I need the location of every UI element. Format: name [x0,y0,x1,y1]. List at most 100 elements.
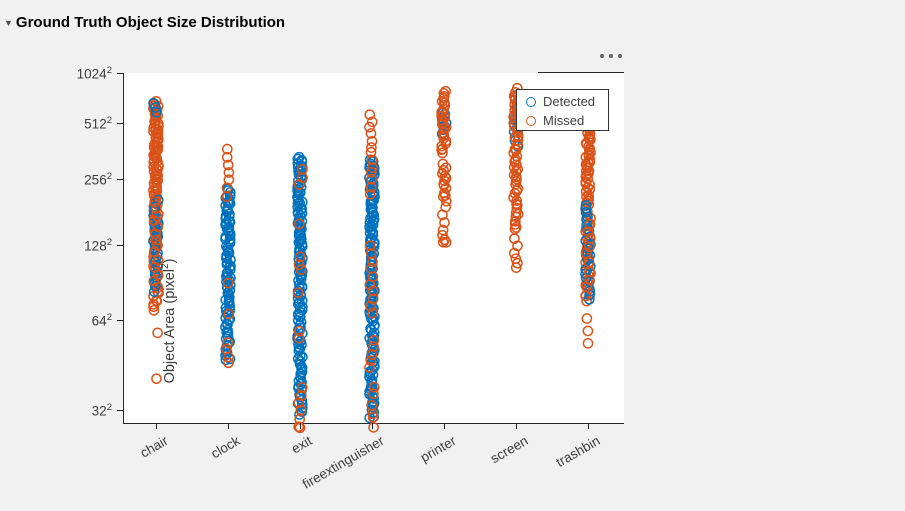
scatter-point-missed[interactable] [511,195,523,206]
scatter-point-detected[interactable] [293,345,305,357]
scatter-point-detected[interactable] [222,282,233,293]
scatter-point-missed[interactable] [584,266,595,278]
scatter-point-missed[interactable] [293,179,305,190]
scatter-point-missed[interactable] [366,135,378,147]
scatter-point-missed[interactable] [364,279,376,291]
scatter-point-missed[interactable] [510,262,522,273]
scatter-point-detected[interactable] [220,321,231,333]
scatter-point-missed[interactable] [440,85,451,97]
scatter-point-missed[interactable] [367,411,379,423]
scatter-point-missed[interactable] [581,313,593,324]
scatter-point-missed[interactable] [584,241,595,253]
scatter-point-missed[interactable] [509,233,520,245]
scatter-point-detected[interactable] [583,225,595,237]
scatter-point-missed[interactable] [509,188,521,199]
scatter-point-missed[interactable] [295,390,307,401]
scatter-point-missed[interactable] [364,121,375,133]
scatter-point-missed[interactable] [584,179,595,191]
scatter-point-missed[interactable] [440,172,452,184]
scatter-point-missed[interactable] [365,128,377,139]
scatter-point-missed[interactable] [152,327,163,339]
scatter-point-missed[interactable] [293,421,305,433]
scatter-point-detected[interactable] [583,293,595,305]
scatter-point-missed[interactable] [365,301,376,312]
options-ellipsis-button[interactable] [598,52,624,60]
scatter-point-missed[interactable] [368,381,380,393]
scatter-point-missed[interactable] [292,287,304,299]
scatter-point-missed[interactable] [151,163,162,175]
scatter-point-missed[interactable] [294,422,306,434]
scatter-point-missed[interactable] [367,256,378,268]
scatter-point-missed[interactable] [364,240,376,252]
plot-area[interactable]: Object Area (pixel2) Detected Missed 102… [77,66,624,492]
scatter-point-missed[interactable] [367,293,379,305]
scatter-point-missed[interactable] [365,181,377,193]
scatter-point-missed[interactable] [293,325,305,337]
scatter-point-missed[interactable] [583,256,595,268]
scatter-point-detected[interactable] [221,206,233,217]
scatter-point-detected[interactable] [296,366,308,378]
scatter-point-detected[interactable] [294,409,305,420]
scatter-point-missed[interactable] [148,301,160,313]
scatter-point-missed[interactable] [223,167,235,178]
scatter-point-missed[interactable] [152,221,164,233]
scatter-point-missed[interactable] [439,111,451,123]
scatter-point-missed[interactable] [437,147,448,159]
scatter-point-detected[interactable] [364,267,376,279]
scatter-point-missed[interactable] [437,209,448,221]
scatter-point-missed[interactable] [151,373,162,385]
scatter-point-missed[interactable] [366,173,377,185]
scatter-point-missed[interactable] [223,357,234,369]
scatter-point-missed[interactable] [509,215,521,227]
scatter-point-missed[interactable] [582,226,594,238]
scatter-point-missed[interactable] [149,246,160,258]
scatter-point-missed[interactable] [367,408,379,420]
scatter-point-missed[interactable] [150,228,161,240]
scatter-point-missed[interactable] [364,188,376,200]
scatter-point-missed[interactable] [581,295,592,307]
scatter-point-missed[interactable] [367,162,378,173]
scatter-point-missed[interactable] [223,351,234,363]
scatter-point-detected[interactable] [150,102,161,113]
scatter-point-detected[interactable] [150,106,162,118]
scatter-point-missed[interactable] [221,191,232,202]
scatter-point-missed[interactable] [365,248,377,259]
scatter-point-missed[interactable] [512,208,524,220]
scatter-point-missed[interactable] [439,234,450,246]
scatter-point-missed[interactable] [148,305,160,316]
scatter-point-missed[interactable] [149,196,161,208]
scatter-point-detected[interactable] [220,354,232,366]
scatter-point-missed[interactable] [222,277,234,289]
scatter-point-missed[interactable] [584,219,596,230]
scatter-point-missed[interactable] [368,341,379,353]
scatter-point-missed[interactable] [509,132,521,143]
scatter-point-missed[interactable] [222,159,234,171]
scatter-point-missed[interactable] [582,325,594,337]
scatter-point-missed[interactable] [297,163,308,175]
scatter-point-missed[interactable] [293,259,305,270]
scatter-point-missed[interactable] [584,274,595,286]
scatter-point-missed[interactable] [295,264,307,275]
scatter-point-missed[interactable] [152,282,164,293]
scatter-point-detected[interactable] [294,355,306,367]
scatter-point-missed[interactable] [508,247,520,259]
scatter-point-missed[interactable] [510,211,522,223]
scatter-point-missed[interactable] [296,382,308,393]
scatter-point-missed[interactable] [152,239,163,251]
scatter-point-missed[interactable] [582,338,594,349]
collapse-triangle-icon[interactable]: ▼ [4,18,13,28]
scatter-point-detected[interactable] [296,406,308,418]
scatter-point-missed[interactable] [151,295,163,307]
scatter-point-missed[interactable] [580,290,591,302]
scatter-point-missed[interactable] [438,179,450,191]
scatter-point-missed[interactable] [364,109,376,121]
scatter-point-missed[interactable] [366,154,378,166]
scatter-point-missed[interactable] [366,116,378,128]
scatter-point-missed[interactable] [364,362,375,373]
scatter-point-detected[interactable] [580,206,592,218]
scatter-point-missed[interactable] [368,422,379,433]
scatter-point-detected[interactable] [293,309,304,321]
scatter-point-missed[interactable] [366,142,377,153]
scatter-point-missed[interactable] [512,257,523,269]
scatter-point-detected[interactable] [221,326,233,338]
